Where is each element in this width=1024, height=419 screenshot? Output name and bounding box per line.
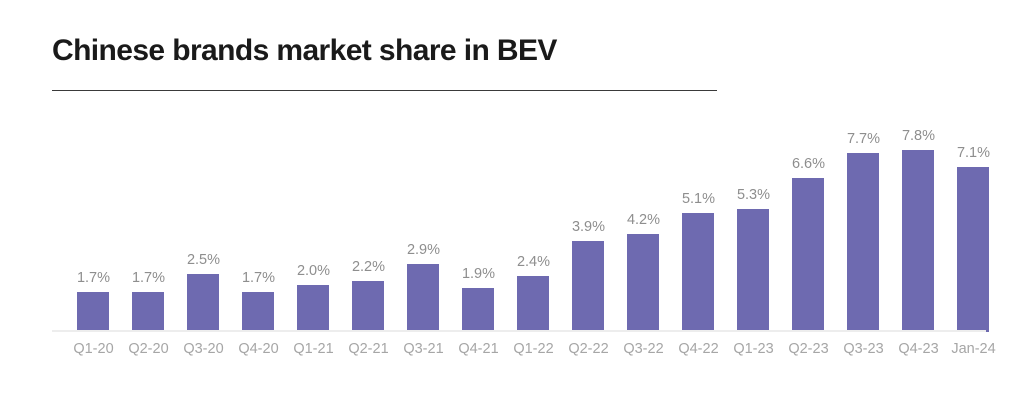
bar[interactable] — [792, 178, 824, 332]
bar-column[interactable]: 1.7% — [66, 111, 121, 332]
bar[interactable] — [187, 274, 219, 332]
bar-column[interactable]: 1.7% — [121, 111, 176, 332]
x-axis-tick-label: Q1-20 — [73, 341, 114, 357]
bar[interactable] — [132, 292, 164, 332]
bar-value-label: 2.5% — [186, 252, 221, 268]
bar[interactable] — [737, 209, 769, 332]
bar-column[interactable]: 7.7% — [836, 111, 891, 332]
x-axis-tick-label: Q1-21 — [293, 341, 334, 357]
bar[interactable] — [847, 153, 879, 332]
bar-column[interactable]: 2.9% — [396, 111, 451, 332]
x-axis-tick-label: Q3-21 — [403, 341, 444, 357]
bar-column[interactable]: 2.0% — [286, 111, 341, 332]
x-axis-tick-label: Q3-20 — [183, 341, 224, 357]
bar-value-label: 5.3% — [736, 187, 771, 203]
x-axis-tick-label: Q1-22 — [513, 341, 554, 357]
bar-column[interactable]: 5.1% — [671, 111, 726, 332]
x-axis-tick-label: Q4-21 — [458, 341, 499, 357]
bar-series: 1.7% 1.7% 2.5% 1.7% 2.0% 2.2% 2.9% 1.9% 2.4% 3.9%… — [52, 111, 990, 332]
title-divider — [52, 90, 717, 91]
bar-column[interactable]: 6.6% — [781, 111, 836, 332]
bar-value-label: 1.7% — [131, 270, 166, 286]
x-axis-tick-label: Q2-20 — [128, 341, 169, 357]
x-axis-tick-label: Q1-23 — [733, 341, 774, 357]
bar-value-label: 1.7% — [76, 270, 111, 286]
bar-value-label: 2.9% — [406, 242, 441, 258]
x-axis-tick-label: Q4-22 — [678, 341, 719, 357]
bar-value-label: 7.1% — [956, 145, 991, 161]
bar-column[interactable]: 4.2% — [616, 111, 671, 332]
bar-value-label: 3.9% — [571, 219, 606, 235]
x-axis-tick-label: Q2-22 — [568, 341, 609, 357]
bar[interactable] — [902, 150, 934, 332]
bar-column[interactable]: 7.1% — [946, 111, 1001, 332]
bar[interactable] — [957, 167, 989, 332]
bar-column[interactable]: 2.5% — [176, 111, 231, 332]
bar-value-label: 4.2% — [626, 212, 661, 228]
bar-column[interactable]: 3.9% — [561, 111, 616, 332]
x-axis-line — [52, 330, 986, 332]
bar[interactable] — [462, 288, 494, 332]
bar[interactable] — [407, 264, 439, 332]
bar[interactable] — [572, 241, 604, 332]
x-axis-tick-label: Q4-23 — [898, 341, 939, 357]
bar[interactable] — [627, 234, 659, 332]
bar-value-label: 2.0% — [296, 263, 331, 279]
x-axis-tick-label: Q2-21 — [348, 341, 389, 357]
bar[interactable] — [352, 281, 384, 332]
x-axis-tick-label: Q3-23 — [843, 341, 884, 357]
bar-column[interactable]: 1.7% — [231, 111, 286, 332]
bar[interactable] — [242, 292, 274, 332]
bar-column[interactable]: 1.9% — [451, 111, 506, 332]
bar-value-label: 2.2% — [351, 259, 386, 275]
bar-value-label: 1.7% — [241, 270, 276, 286]
x-axis-tick-label: Q2-23 — [788, 341, 829, 357]
bar-column[interactable]: 2.4% — [506, 111, 561, 332]
bar[interactable] — [517, 276, 549, 332]
x-axis-tick-labels: Q1-20 Q2-20 Q3-20 Q4-20 Q1-21 Q2-21 Q3-21 Q4-21… — [52, 341, 995, 365]
chart-plot-area: 1.7% 1.7% 2.5% 1.7% 2.0% 2.2% 2.9% 1.9% 2.4% 3.9%… — [52, 110, 990, 332]
bar[interactable] — [77, 292, 109, 332]
bar-value-label: 7.7% — [846, 131, 881, 147]
bar-value-label: 5.1% — [681, 191, 716, 207]
x-axis-tick-label: Q4-20 — [238, 341, 279, 357]
bar-column[interactable]: 7.8% — [891, 111, 946, 332]
bar[interactable] — [297, 285, 329, 332]
bar-value-label: 6.6% — [791, 156, 826, 172]
bar[interactable] — [682, 213, 714, 332]
bar-value-label: 7.8% — [901, 128, 936, 144]
bar-column[interactable]: 2.2% — [341, 111, 396, 332]
page-title: Chinese brands market share in BEV — [52, 34, 557, 67]
bar-value-label: 1.9% — [461, 266, 496, 282]
bar-column[interactable]: 5.3% — [726, 111, 781, 332]
x-axis-tick-label: Jan-24 — [951, 341, 996, 357]
x-axis-tick-label: Q3-22 — [623, 341, 664, 357]
bar-value-label: 2.4% — [516, 254, 551, 270]
